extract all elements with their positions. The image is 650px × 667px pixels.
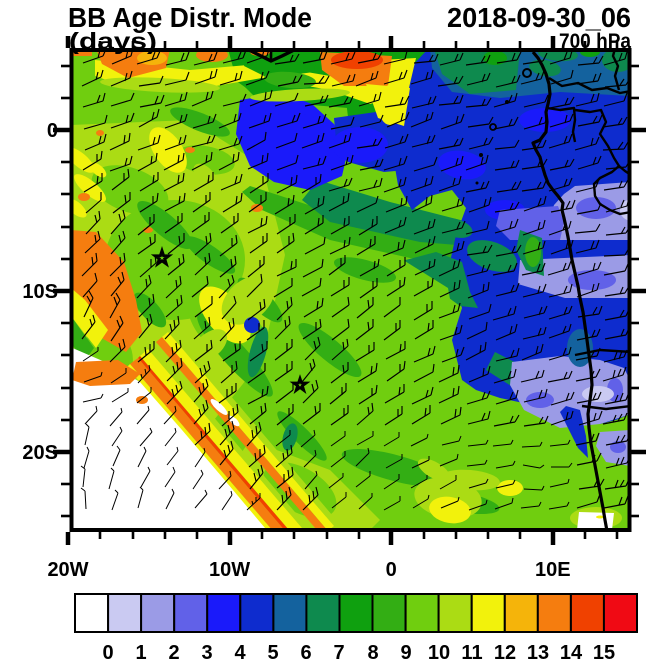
svg-text:3: 3 <box>201 642 212 664</box>
svg-text:12: 12 <box>494 642 516 664</box>
svg-text:10S: 10S <box>22 281 58 303</box>
svg-text:2: 2 <box>168 642 179 664</box>
svg-text:8: 8 <box>367 642 378 664</box>
svg-text:6: 6 <box>300 642 311 664</box>
svg-text:10W: 10W <box>209 559 250 581</box>
svg-text:10: 10 <box>428 642 450 664</box>
svg-text:1: 1 <box>135 642 146 664</box>
svg-text:2018-09-30_06: 2018-09-30_06 <box>447 2 631 33</box>
svg-text:BB Age Distr. Mode: BB Age Distr. Mode <box>68 2 312 33</box>
svg-text:9: 9 <box>400 642 411 664</box>
svg-text:(days): (days) <box>69 28 157 54</box>
svg-text:5: 5 <box>267 642 278 664</box>
svg-text:700 hPa: 700 hPa <box>559 30 631 53</box>
svg-text:4: 4 <box>234 642 246 664</box>
svg-text:15: 15 <box>593 642 615 664</box>
svg-text:11: 11 <box>461 642 482 664</box>
svg-text:14: 14 <box>560 642 583 664</box>
svg-text:13: 13 <box>527 642 549 664</box>
svg-text:0: 0 <box>102 642 113 664</box>
svg-text:10E: 10E <box>535 559 571 581</box>
svg-text:20S: 20S <box>22 442 58 464</box>
svg-text:0: 0 <box>47 120 58 142</box>
svg-text:0: 0 <box>386 559 397 581</box>
svg-text:20W: 20W <box>47 559 88 581</box>
svg-text:7: 7 <box>333 642 344 664</box>
